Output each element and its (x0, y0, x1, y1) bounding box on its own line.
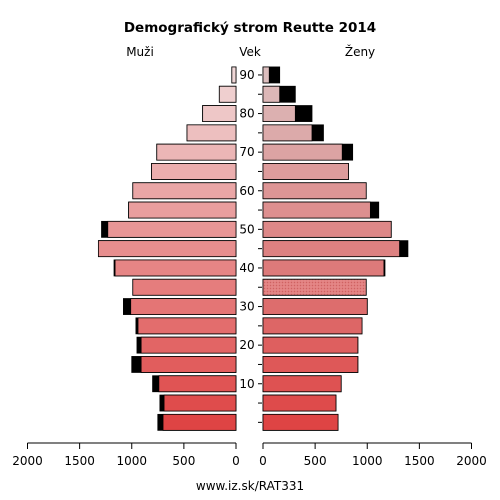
male-bar-65-69 (151, 163, 237, 180)
x-tick-label-left: 500 (172, 454, 195, 468)
age-tick-label: 30 (239, 300, 254, 314)
x-tick-label-right: 500 (304, 454, 327, 468)
male-bar-50-54 (107, 220, 237, 238)
female-bar-55-59 (262, 201, 371, 219)
age-tick-label: 50 (239, 222, 254, 236)
female-bar-30-34 (262, 298, 368, 315)
female-bar-5-9 (262, 394, 337, 412)
x-tick-label-right: 1000 (352, 454, 383, 468)
center-label: Vek (239, 45, 261, 59)
male-bar-25-29 (137, 317, 237, 335)
female-bar-15-19 (262, 356, 359, 373)
x-tick-label-right: 2000 (456, 454, 487, 468)
female-bar-50-54 (262, 220, 392, 238)
male-bar-90+ (231, 66, 237, 84)
female-bar-75-79 (262, 124, 313, 142)
male-bar-80-84 (202, 105, 237, 122)
male-bar-55-59 (128, 201, 237, 219)
female-bar-90+ (262, 66, 270, 84)
male-bar-10-14 (158, 375, 237, 393)
age-tick-label: 60 (239, 184, 254, 198)
male-bar-15-19 (140, 356, 237, 373)
female-bar-25-29 (262, 317, 363, 335)
x-tick-label-left: 1000 (116, 454, 147, 468)
female-bar-45-49 (262, 240, 400, 258)
female-bar-65-69 (262, 163, 349, 180)
x-tick-label-left: 0 (232, 454, 240, 468)
female-bar-10-14 (262, 375, 342, 393)
chart-title: Demografický strom Reutte 2014 (124, 20, 376, 36)
female-bars (262, 66, 409, 431)
x-tick-label-right: 1500 (404, 454, 435, 468)
male-bar-30-34 (130, 298, 237, 315)
age-tick-label: 70 (239, 145, 254, 159)
male-bar-0-4 (162, 413, 237, 431)
x-axis-right: 0 500 1000 1500 2000 (259, 442, 487, 468)
female-bar-20-24 (262, 336, 359, 354)
female-bar-60-64 (262, 182, 367, 200)
female-bar-40-44 (262, 259, 385, 277)
female-bar-70-74 (262, 143, 343, 161)
age-axis: 10 20 30 40 50 60 70 80 90 (239, 68, 262, 423)
x-tick-label-right: 0 (259, 454, 267, 468)
x-tick-label-left: 2000 (12, 454, 43, 468)
male-bar-40-44 (114, 259, 237, 277)
male-bar-60-64 (132, 182, 237, 200)
female-bar-35-39 (262, 278, 367, 296)
male-bar-35-39 (132, 278, 237, 296)
female-bar-0-4 (262, 413, 339, 431)
x-axis-left: 2000 1500 1000 500 0 (12, 442, 240, 468)
male-bar-70-74 (156, 143, 237, 161)
age-tick-label: 90 (239, 68, 254, 82)
female-bar-80-84 (262, 105, 296, 122)
age-tick-label: 20 (239, 338, 254, 352)
age-tick-label: 40 (239, 261, 254, 275)
x-tick-label-left: 1500 (64, 454, 95, 468)
male-bars (97, 66, 237, 431)
source-footer: www.iz.sk/RAT331 (196, 479, 304, 493)
age-tick-label: 80 (239, 107, 254, 121)
male-bar-45-49 (97, 240, 237, 258)
age-tick-label: 10 (239, 377, 254, 391)
male-bar-20-24 (140, 336, 237, 354)
left-label: Muži (126, 45, 154, 59)
male-bar-5-9 (163, 394, 237, 412)
male-bar-75-79 (186, 124, 237, 142)
right-label: Ženy (345, 44, 375, 59)
male-bar-85-89 (218, 85, 237, 103)
female-bar-85-89 (262, 85, 281, 103)
